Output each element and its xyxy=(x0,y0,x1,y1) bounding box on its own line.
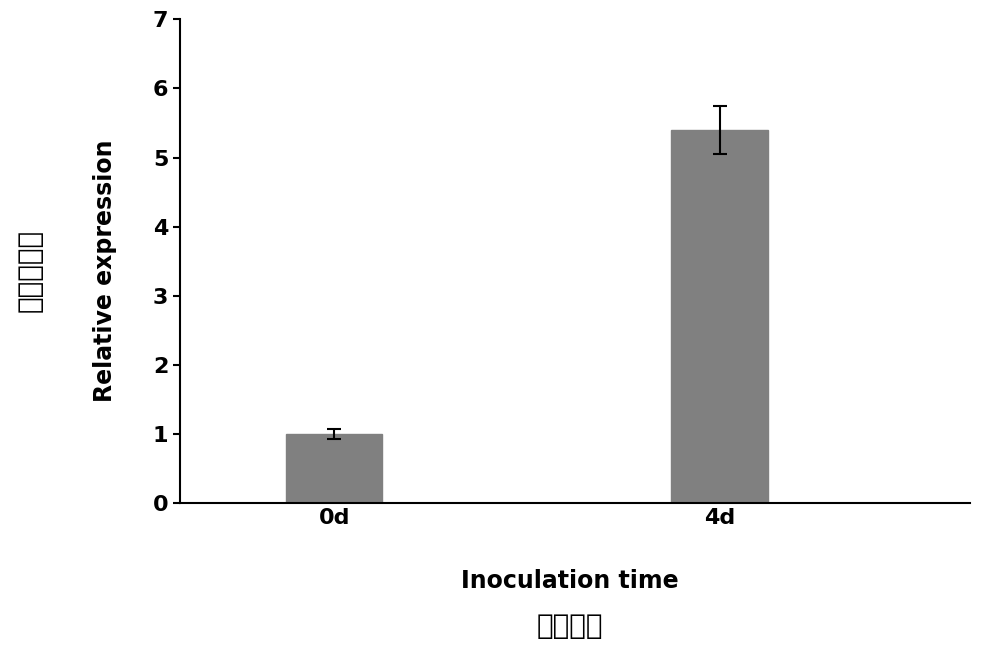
Text: 接种天数: 接种天数 xyxy=(537,611,603,640)
Bar xyxy=(671,130,768,503)
Text: Relative expression: Relative expression xyxy=(93,140,117,402)
Text: Inoculation time: Inoculation time xyxy=(461,568,679,593)
Bar xyxy=(286,434,382,503)
Text: 相对表达量: 相对表达量 xyxy=(16,230,44,312)
